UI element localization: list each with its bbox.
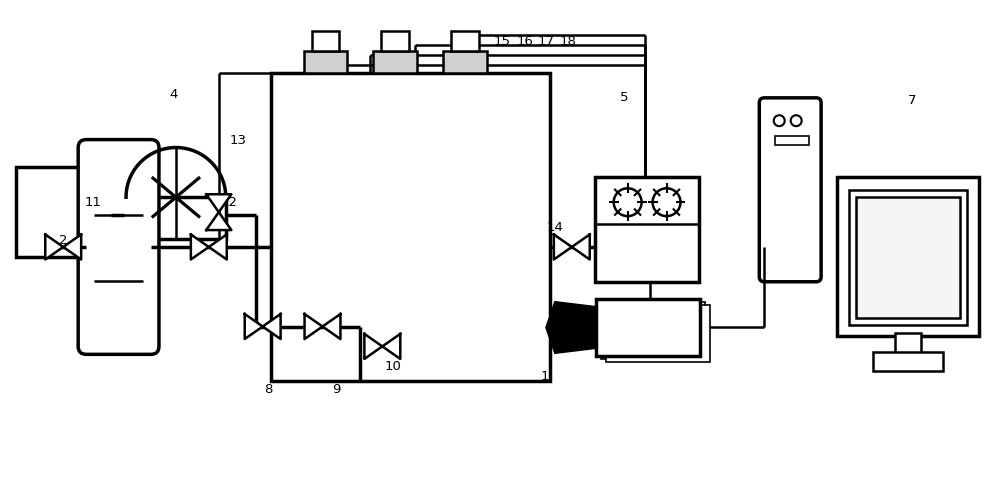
Bar bbox=[596, 299, 700, 356]
Polygon shape bbox=[206, 212, 231, 230]
Circle shape bbox=[614, 188, 642, 216]
Bar bbox=[304, 51, 347, 73]
Text: 8: 8 bbox=[264, 383, 273, 396]
Polygon shape bbox=[322, 314, 340, 339]
Polygon shape bbox=[45, 234, 63, 259]
Circle shape bbox=[653, 188, 680, 216]
Text: 14: 14 bbox=[546, 221, 563, 234]
Polygon shape bbox=[245, 314, 263, 339]
Text: 7: 7 bbox=[908, 94, 916, 107]
Bar bbox=[606, 305, 710, 362]
Polygon shape bbox=[572, 234, 590, 259]
Bar bbox=[837, 177, 979, 336]
Bar bbox=[601, 302, 705, 359]
Text: 5: 5 bbox=[620, 91, 629, 104]
Bar bbox=[856, 197, 960, 318]
Text: 12: 12 bbox=[220, 196, 237, 209]
Polygon shape bbox=[546, 302, 596, 353]
Polygon shape bbox=[554, 234, 572, 259]
Polygon shape bbox=[209, 234, 227, 259]
Text: 16: 16 bbox=[516, 35, 533, 48]
Polygon shape bbox=[382, 334, 400, 359]
Bar bbox=[312, 31, 339, 51]
Text: 17: 17 bbox=[537, 35, 554, 48]
Text: 11: 11 bbox=[85, 196, 102, 209]
Text: 18: 18 bbox=[559, 35, 576, 48]
Bar bbox=[451, 31, 479, 51]
Bar bbox=[373, 51, 417, 73]
Text: 10: 10 bbox=[385, 360, 402, 373]
Bar bbox=[126, 197, 226, 239]
Text: 6: 6 bbox=[608, 331, 616, 344]
Bar bbox=[595, 177, 699, 282]
Polygon shape bbox=[364, 334, 382, 359]
FancyBboxPatch shape bbox=[759, 98, 821, 282]
Bar bbox=[849, 190, 967, 324]
Text: 2: 2 bbox=[59, 233, 67, 246]
Polygon shape bbox=[63, 234, 81, 259]
Polygon shape bbox=[191, 234, 209, 259]
Polygon shape bbox=[263, 314, 281, 339]
Text: 3: 3 bbox=[193, 238, 201, 251]
Text: 4: 4 bbox=[170, 88, 178, 101]
Polygon shape bbox=[206, 194, 231, 212]
Polygon shape bbox=[305, 314, 322, 339]
Bar bbox=[775, 135, 809, 145]
Text: 15: 15 bbox=[493, 35, 510, 48]
Text: 9: 9 bbox=[332, 383, 341, 396]
FancyBboxPatch shape bbox=[78, 140, 159, 354]
Bar bbox=[16, 167, 111, 257]
Text: 13: 13 bbox=[229, 134, 246, 147]
Bar bbox=[381, 31, 409, 51]
Bar bbox=[873, 352, 943, 371]
Bar bbox=[271, 73, 550, 381]
Bar bbox=[895, 334, 921, 353]
Text: 1: 1 bbox=[541, 370, 549, 383]
Bar bbox=[443, 51, 487, 73]
